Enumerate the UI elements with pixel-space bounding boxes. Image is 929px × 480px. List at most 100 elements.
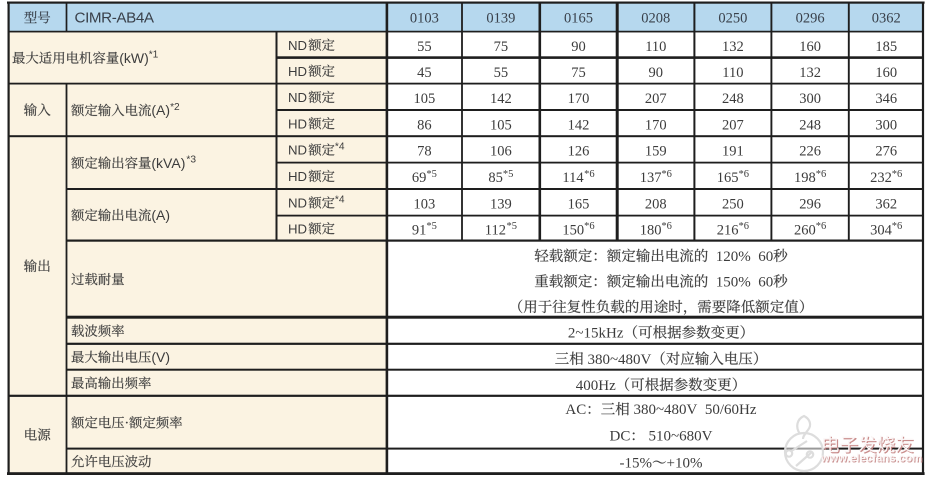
svg-text:HD: HD [288, 116, 307, 131]
svg-text:ND: ND [288, 143, 307, 158]
svg-text:90: 90 [649, 65, 664, 81]
svg-text:*6: *6 [661, 169, 672, 180]
svg-text:300: 300 [875, 117, 897, 133]
svg-text:276: 276 [875, 144, 897, 160]
svg-text:86: 86 [417, 117, 432, 133]
svg-text:DC: DC [610, 429, 631, 445]
svg-text:0208: 0208 [641, 10, 670, 26]
svg-text:380~480V 50/60Hz: 380~480V 50/60Hz [630, 402, 757, 418]
svg-text:*6: *6 [816, 221, 827, 232]
svg-text:362: 362 [875, 197, 897, 213]
svg-text:-15%: -15% [620, 456, 653, 472]
svg-text:*6: *6 [739, 221, 750, 232]
svg-text:0139: 0139 [486, 10, 515, 26]
svg-text:*6: *6 [661, 221, 672, 232]
svg-text:*6: *6 [584, 169, 595, 180]
svg-text:248: 248 [722, 91, 744, 107]
svg-text:346: 346 [875, 91, 897, 107]
svg-text:150: 150 [562, 222, 584, 238]
svg-text:159: 159 [645, 144, 667, 160]
svg-text:HD: HD [288, 221, 307, 236]
svg-text:www.elecfans.com: www.elecfans.com [821, 454, 923, 466]
svg-text:137: 137 [640, 170, 662, 186]
svg-text:91: 91 [412, 222, 427, 238]
svg-text:85: 85 [488, 170, 503, 186]
svg-text:208: 208 [645, 197, 667, 213]
svg-text:112: 112 [485, 222, 506, 238]
svg-text:*6: *6 [892, 169, 903, 180]
svg-text:380~480V: 380~480V [584, 352, 652, 368]
svg-text:300: 300 [799, 91, 821, 107]
svg-text:165: 165 [717, 170, 739, 186]
svg-text:185: 185 [875, 39, 897, 55]
svg-text:90: 90 [571, 39, 586, 55]
svg-text:170: 170 [568, 91, 590, 107]
svg-text:250: 250 [722, 197, 744, 213]
svg-text:(kVA): (kVA) [151, 155, 185, 171]
svg-text:*1: *1 [149, 50, 159, 61]
svg-text:0165: 0165 [564, 10, 593, 26]
svg-text:216: 216 [717, 222, 739, 238]
svg-text:132: 132 [722, 39, 744, 55]
svg-text:*5: *5 [507, 221, 518, 232]
svg-text:103: 103 [414, 197, 436, 213]
svg-text:510~680V: 510~680V [645, 429, 713, 445]
svg-text:0250: 0250 [718, 10, 747, 26]
svg-text:180: 180 [640, 222, 662, 238]
svg-text:*6: *6 [739, 169, 750, 180]
svg-text:105: 105 [414, 91, 436, 107]
svg-text:0362: 0362 [872, 10, 901, 26]
svg-text:75: 75 [571, 65, 586, 81]
svg-text:+10%: +10% [667, 456, 703, 472]
svg-text:*4: *4 [335, 194, 345, 205]
svg-text:248: 248 [799, 117, 821, 133]
svg-text:207: 207 [722, 117, 744, 133]
svg-text:(A): (A) [151, 207, 170, 223]
svg-text:304: 304 [870, 222, 893, 238]
svg-text:*4: *4 [335, 141, 345, 152]
svg-text:142: 142 [568, 117, 590, 133]
svg-text:0296: 0296 [796, 10, 825, 26]
svg-text:*5: *5 [426, 169, 437, 180]
svg-text:165: 165 [568, 197, 590, 213]
svg-text:105: 105 [490, 117, 512, 133]
svg-text:(A): (A) [151, 102, 170, 118]
svg-text:260: 260 [794, 222, 816, 238]
svg-text:207: 207 [645, 91, 667, 107]
svg-text:www.elecfans.com: www.elecfans.com [820, 453, 922, 465]
svg-text:139: 139 [490, 197, 512, 213]
svg-text:75: 75 [494, 39, 509, 55]
svg-text:78: 78 [417, 144, 432, 160]
svg-text:*6: *6 [892, 221, 903, 232]
svg-text:232: 232 [870, 170, 892, 186]
svg-text:(V): (V) [151, 349, 170, 365]
svg-text:HD: HD [288, 64, 307, 79]
svg-text:114: 114 [562, 170, 584, 186]
svg-text:126: 126 [568, 144, 590, 160]
svg-text:55: 55 [417, 39, 432, 55]
svg-text:0103: 0103 [410, 10, 439, 26]
svg-text:2~15kHz: 2~15kHz [568, 326, 624, 342]
svg-text:ND: ND [288, 38, 307, 53]
svg-text:400Hz: 400Hz [576, 378, 616, 394]
svg-text:110: 110 [722, 65, 743, 81]
svg-text:132: 132 [799, 65, 821, 81]
svg-text:191: 191 [722, 144, 744, 160]
svg-text:*3: *3 [186, 155, 196, 166]
svg-text:142: 142 [490, 91, 512, 107]
svg-text:*5: *5 [426, 221, 437, 232]
svg-text:170: 170 [645, 117, 667, 133]
svg-text:CIMR-AB4A: CIMR-AB4A [75, 10, 155, 27]
svg-text:198: 198 [794, 170, 816, 186]
svg-text:ND: ND [288, 196, 307, 211]
svg-text:55: 55 [494, 65, 509, 81]
svg-text:226: 226 [799, 144, 821, 160]
svg-text:(kW): (kW) [119, 50, 149, 66]
svg-text:HD: HD [288, 169, 307, 184]
svg-text:150% 60: 150% 60 [708, 274, 773, 290]
svg-text:ND: ND [288, 90, 307, 105]
svg-text:*2: *2 [170, 102, 180, 113]
svg-text:*6: *6 [584, 221, 595, 232]
svg-text:296: 296 [799, 197, 821, 213]
svg-text:160: 160 [875, 65, 897, 81]
